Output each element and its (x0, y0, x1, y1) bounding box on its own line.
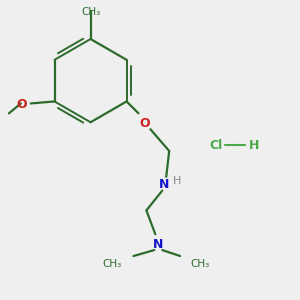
Text: CH₃: CH₃ (190, 259, 209, 269)
Text: N: N (153, 238, 164, 250)
Text: CH₃: CH₃ (102, 259, 122, 269)
Text: Cl: Cl (209, 139, 223, 152)
Text: O: O (16, 98, 27, 111)
Text: H: H (173, 176, 181, 186)
Text: O: O (139, 117, 150, 130)
Text: CH₃: CH₃ (81, 7, 100, 17)
Text: H: H (249, 139, 260, 152)
Text: N: N (159, 178, 169, 191)
